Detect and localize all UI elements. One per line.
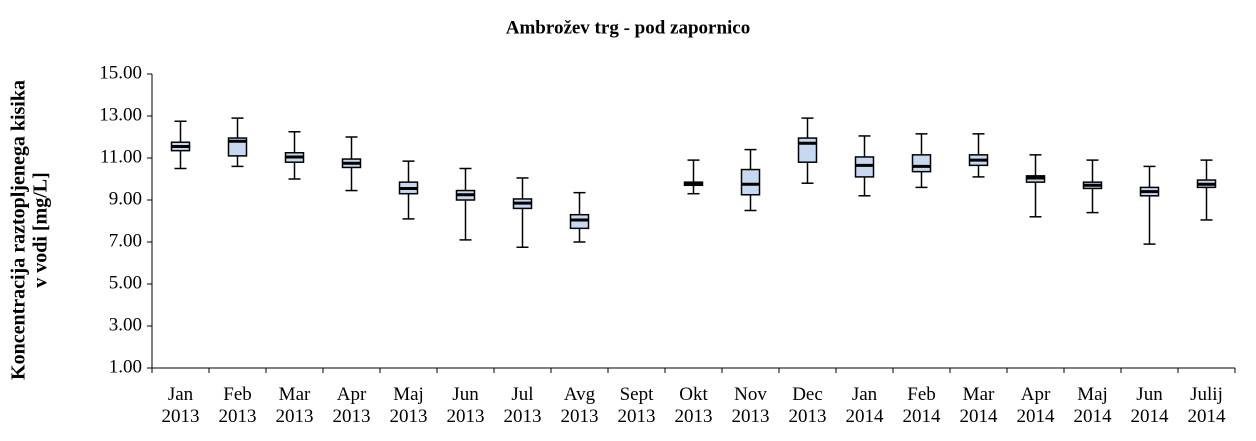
y-tick-label: 15.00 [99, 62, 142, 83]
y-tick-label: 5.00 [109, 272, 142, 293]
x-tick-label: Avg 2013 [561, 384, 599, 427]
y-tick-label: 1.00 [109, 356, 142, 377]
y-tick-label: 7.00 [109, 230, 142, 251]
x-tick-label: Nov 2013 [732, 384, 770, 427]
x-tick-label: Okt 2013 [675, 384, 713, 427]
y-tick-label: 13.00 [99, 104, 142, 125]
x-tick-label: Mar 2013 [276, 384, 314, 427]
x-tick-label: Sept 2013 [618, 384, 656, 427]
box [911, 154, 932, 173]
y-tick-label: 9.00 [109, 188, 142, 209]
y-tick-label: 11.00 [100, 146, 142, 167]
y-tick-label: 3.00 [109, 314, 142, 335]
x-tick-label: Jan 2014 [846, 384, 885, 427]
y-axis-title: Koncentracija raztopljenega kisika v vod… [8, 80, 52, 380]
box [854, 156, 875, 178]
x-tick-label: Jun 2014 [1131, 384, 1170, 427]
x-tick-label: Julij 2014 [1188, 384, 1227, 427]
x-tick-label: Dec 2013 [789, 384, 827, 427]
x-tick-label: Maj 2013 [390, 384, 428, 427]
box [740, 168, 761, 196]
box [797, 137, 818, 163]
x-tick-label: Jul 2013 [504, 384, 542, 427]
x-tick-label: Feb 2014 [903, 384, 942, 427]
chart-title: Ambrožev trg - pod zapornico [506, 17, 751, 38]
y-axis-title-line: v vodi [mg/L] [30, 172, 52, 288]
x-tick-label: Apr 2013 [333, 384, 371, 427]
x-tick-label: Jun 2013 [447, 384, 485, 427]
y-axis-title-line: Koncentracija raztopljenega kisika [8, 80, 30, 380]
x-tick-label: Feb 2013 [219, 384, 257, 427]
x-tick-label: Apr 2014 [1017, 384, 1056, 427]
box [569, 213, 590, 230]
x-tick-label: Jan 2013 [162, 384, 200, 427]
x-tick-label: Maj 2014 [1074, 384, 1113, 427]
x-tick-label: Mar 2014 [960, 384, 999, 427]
